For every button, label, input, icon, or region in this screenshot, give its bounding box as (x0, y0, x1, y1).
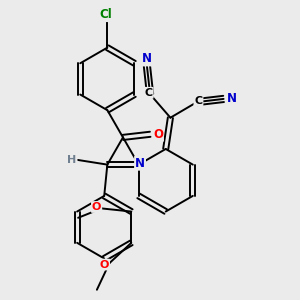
Text: Cl: Cl (100, 8, 112, 21)
Text: N: N (227, 92, 237, 105)
Text: O: O (153, 128, 163, 141)
Text: H: H (67, 155, 76, 165)
Text: C: C (194, 96, 202, 106)
Text: O: O (92, 202, 101, 212)
Text: N: N (142, 52, 152, 65)
Text: C: C (145, 88, 153, 98)
Text: O: O (100, 260, 109, 270)
Text: N: N (135, 157, 145, 170)
